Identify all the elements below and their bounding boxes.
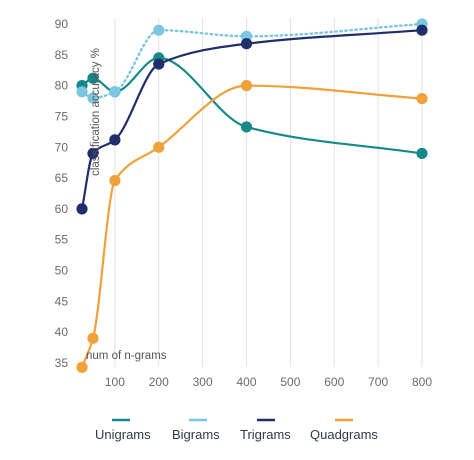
y-tick-label: 50 [55, 264, 69, 278]
x-tick-label: 700 [368, 375, 388, 389]
series-quadgrams [76, 80, 428, 373]
data-point-bigrams [87, 92, 99, 104]
x-tick-label: 500 [280, 375, 300, 389]
x-tick-label: 400 [237, 375, 257, 389]
y-tick-label: 40 [55, 325, 69, 339]
data-point-bigrams [76, 86, 88, 98]
x-tick-label: 100 [105, 375, 125, 389]
data-point-quadgrams [76, 361, 88, 373]
x-tick-label: 300 [193, 375, 213, 389]
legend: Unigrams Bigrams Trigrams Quadgrams [95, 418, 378, 442]
data-point-unigrams [87, 72, 99, 84]
legend-label-trigrams: Trigrams [240, 427, 291, 442]
data-point-bigrams [153, 24, 165, 36]
x-tick-label: 200 [149, 375, 169, 389]
series-bigrams [76, 18, 428, 104]
data-point-quadgrams [109, 174, 121, 187]
y-tick-label: 80 [55, 79, 69, 93]
x-tick-label: 800 [412, 375, 432, 389]
grid [114, 18, 423, 367]
data-point-trigrams [240, 38, 253, 50]
y-tick-label: 65 [55, 171, 69, 185]
legend-label-unigrams: Unigrams [95, 427, 151, 442]
y-axis-ticks: 35 40 45 50 55 60 65 70 75 80 85 90 [55, 17, 69, 370]
y-tick-label: 60 [55, 202, 69, 216]
data-point-quadgrams [240, 80, 253, 92]
data-point-trigrams [76, 203, 88, 215]
series-line-bigrams [80, 22, 424, 100]
x-axis-title: num of n-grams [86, 350, 167, 362]
data-point-trigrams [153, 58, 165, 70]
legend-label-bigrams: Bigrams [172, 427, 220, 442]
data-point-trigrams [416, 24, 428, 36]
series-lines [76, 18, 428, 373]
y-tick-label: 45 [55, 294, 69, 308]
data-point-quadgrams [153, 141, 165, 153]
y-tick-label: 85 [55, 48, 69, 62]
data-point-unigrams [416, 147, 428, 160]
y-tick-label: 70 [55, 140, 69, 154]
data-point-trigrams [109, 134, 121, 146]
legend-label-quadgrams: Quadgrams [310, 427, 378, 442]
data-point-quadgrams [416, 92, 428, 105]
data-point-quadgrams [87, 332, 99, 344]
y-tick-label: 75 [55, 109, 69, 123]
x-tick-label: 600 [324, 375, 344, 389]
series-line-trigrams [80, 29, 424, 211]
y-tick-label: 90 [55, 17, 69, 31]
x-axis-ticks: 100 200 300 400 500 600 700 800 [105, 375, 432, 389]
series-unigrams [76, 52, 428, 160]
series-trigrams [76, 24, 428, 215]
data-point-trigrams [87, 147, 99, 160]
data-point-bigrams [109, 86, 121, 98]
y-tick-label: 35 [55, 356, 69, 370]
data-point-unigrams [240, 121, 253, 133]
y-tick-label: 55 [55, 233, 69, 247]
y-axis-title: classification accuracy % [90, 48, 102, 176]
